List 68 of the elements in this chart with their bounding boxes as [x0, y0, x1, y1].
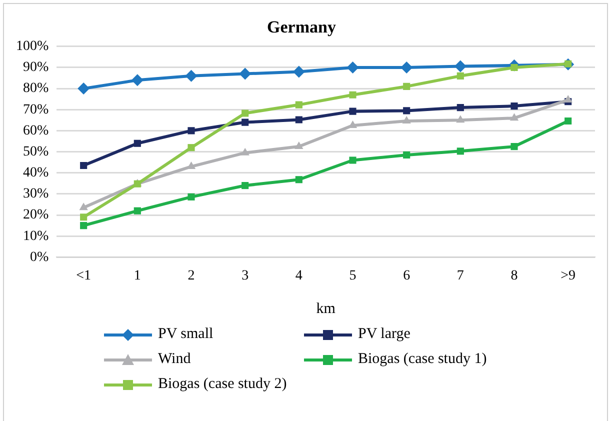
y-tick-label: 0%: [30, 250, 49, 265]
x-tick-label: 8: [510, 268, 518, 284]
point: [78, 82, 90, 95]
y-tick-label: 50%: [22, 144, 49, 160]
legend-label: PV large: [358, 326, 410, 343]
point: [349, 91, 356, 98]
y-tick-label: 20%: [22, 208, 49, 223]
x-tick-label: 3: [242, 268, 249, 284]
point: [294, 142, 304, 150]
point: [239, 68, 252, 80]
chart-title: Germany: [267, 18, 336, 37]
point: [188, 144, 195, 152]
legend-label: PV small: [158, 326, 214, 343]
point: [295, 176, 302, 184]
x-axis-title: km: [316, 300, 336, 317]
x-tick-label: 2: [188, 268, 195, 284]
point: [402, 116, 411, 124]
y-tick-label: 100%: [16, 39, 49, 54]
point: [185, 70, 198, 82]
point: [403, 82, 410, 90]
point: [454, 60, 466, 72]
point: [292, 66, 305, 78]
point: [400, 61, 413, 74]
x-tick-label: <1: [76, 268, 92, 284]
point: [80, 214, 88, 221]
point: [242, 118, 249, 126]
point: [188, 127, 195, 134]
point: [242, 110, 249, 117]
point: [295, 101, 302, 108]
point: [79, 202, 88, 210]
point: [242, 182, 249, 190]
point: [295, 116, 302, 124]
point: [134, 207, 141, 214]
point: [456, 115, 465, 123]
x-tick-label: 5: [349, 268, 356, 284]
point: [346, 61, 359, 74]
y-tick-label: 90%: [22, 60, 49, 76]
x-tick-label: 4: [295, 268, 302, 284]
y-tick-label: 10%: [22, 228, 49, 244]
point: [188, 193, 195, 200]
point: [403, 151, 410, 158]
x-tick-label: 7: [456, 268, 464, 284]
y-tick-label: 40%: [22, 166, 49, 181]
point: [456, 104, 464, 112]
x-tick-label: >9: [560, 268, 576, 284]
point: [80, 222, 88, 230]
point: [240, 148, 250, 156]
y-tick-label: 80%: [22, 81, 49, 96]
y-tick-label: 30%: [22, 186, 49, 202]
point: [510, 102, 518, 110]
point: [403, 107, 410, 114]
point: [456, 148, 464, 155]
legend-label: Biogas (case study 2): [158, 376, 287, 393]
legend-label: Wind: [158, 351, 191, 368]
legend-label: Biogas (case study 1): [358, 351, 487, 368]
point: [510, 142, 518, 150]
y-tick-label: 60%: [22, 123, 49, 138]
point: [349, 156, 356, 164]
point: [80, 162, 88, 170]
x-tick-label: 6: [403, 268, 410, 284]
point: [510, 113, 519, 121]
point: [564, 117, 572, 125]
point: [349, 108, 356, 115]
point: [134, 140, 141, 147]
point: [456, 72, 464, 80]
point: [131, 74, 144, 86]
y-tick-label: 70%: [22, 102, 49, 118]
x-tick-label: 1: [134, 268, 141, 284]
